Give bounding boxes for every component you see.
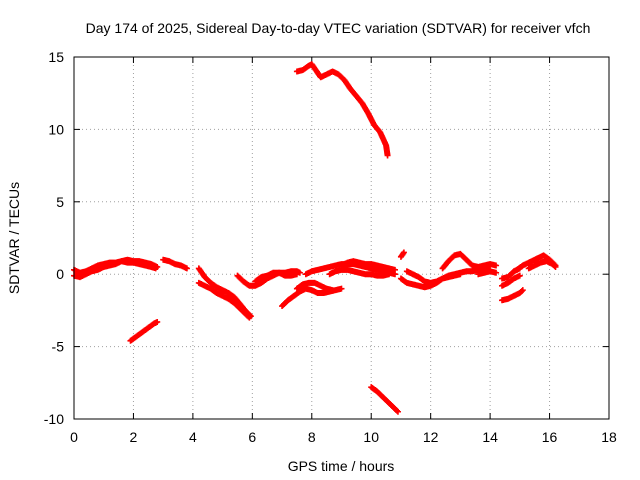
series-arc-23 — [499, 287, 526, 304]
series-arc-10 — [293, 279, 336, 294]
data-point — [154, 318, 161, 325]
x-tick-label: 2 — [130, 429, 138, 445]
plot-border — [73, 56, 610, 420]
data-point — [551, 262, 558, 269]
y-tick-label: 0 — [56, 266, 64, 282]
series-arc-3 — [127, 318, 161, 344]
x-tick-label: 14 — [482, 429, 498, 445]
x-tick-label: 16 — [542, 429, 558, 445]
series-arc-7 — [234, 268, 303, 289]
series-arc-22 — [499, 272, 523, 289]
x-tick-label: 12 — [423, 429, 439, 445]
data-point — [183, 265, 190, 272]
data-point — [516, 272, 523, 279]
series-arc-18 — [403, 268, 464, 286]
series-arc-14 — [293, 61, 391, 159]
x-tick-label: 8 — [308, 429, 316, 445]
series-arc-15 — [368, 384, 401, 415]
x-axis-label: GPS time / hours — [288, 458, 395, 474]
grid-layer — [74, 57, 609, 419]
data-point — [493, 269, 500, 276]
data-point — [246, 314, 253, 321]
x-tick-label: 6 — [248, 429, 256, 445]
series-arc-13 — [338, 258, 398, 273]
data-point — [386, 271, 393, 278]
series-arc-25 — [525, 258, 559, 272]
data-point — [245, 313, 252, 320]
data-point — [519, 287, 526, 294]
y-tick-label: -10 — [44, 411, 64, 427]
y-tick-label: 5 — [56, 194, 64, 210]
data-point — [338, 285, 345, 292]
series-arc-20 — [475, 268, 500, 278]
y-tick-label: 10 — [48, 121, 64, 137]
data-layer — [71, 61, 559, 415]
series-arc-16 — [397, 249, 407, 260]
y-tick-label: 15 — [48, 49, 64, 65]
data-point — [552, 263, 559, 270]
x-tick-label: 10 — [363, 429, 379, 445]
data-point — [392, 266, 398, 273]
x-tick-label: 0 — [70, 429, 78, 445]
data-point — [154, 263, 161, 270]
data-point — [384, 152, 391, 159]
chart-title: Day 174 of 2025, Sidereal Day-to-day VTE… — [86, 20, 591, 36]
series-arc-19 — [439, 250, 500, 272]
data-point — [293, 271, 300, 278]
data-point — [394, 408, 401, 415]
data-point — [400, 249, 407, 256]
data-point — [493, 262, 500, 269]
data-point — [329, 287, 336, 294]
data-point — [518, 288, 525, 295]
tick-layer: 0 2 4 6 8 10 12 14 16 18 -10 -5 0 5 10 15 — [44, 49, 617, 445]
series-arc-12 — [326, 266, 393, 279]
y-axis-label: SDTVAR / TECUs — [6, 182, 22, 294]
y-tick-label: -5 — [52, 339, 65, 355]
x-tick-label: 4 — [189, 429, 197, 445]
data-point — [393, 407, 400, 414]
series-arc-4 — [160, 256, 190, 272]
series-arc-6 — [195, 279, 253, 321]
data-point — [457, 271, 464, 278]
series-arc-8 — [252, 269, 300, 285]
x-tick-label: 18 — [601, 429, 617, 445]
